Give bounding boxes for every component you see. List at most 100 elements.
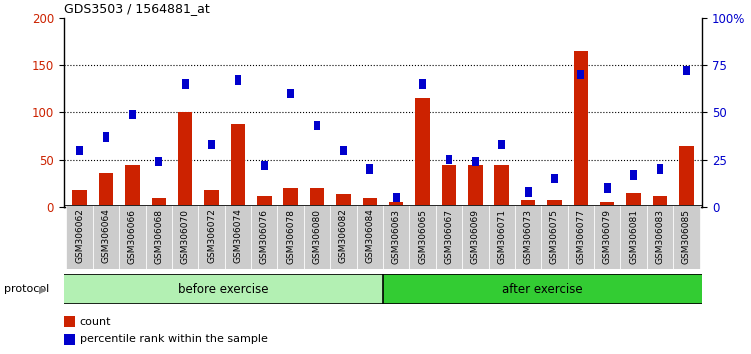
Text: GSM306064: GSM306064 (101, 209, 110, 263)
Bar (472, 157, 479, 166)
Bar (208, 140, 215, 149)
Bar (568, 205, 594, 269)
Bar (314, 121, 321, 130)
Bar (578, 70, 584, 79)
Bar (234, 75, 241, 85)
Bar (155, 157, 162, 166)
Bar (310, 188, 324, 207)
Bar (119, 205, 146, 269)
Text: GSM306067: GSM306067 (445, 209, 454, 263)
Bar (594, 205, 620, 269)
Bar (521, 200, 535, 207)
Bar (198, 205, 225, 269)
Bar (656, 165, 663, 174)
Bar (468, 165, 483, 207)
Bar (125, 165, 140, 207)
Bar (494, 165, 509, 207)
Bar (99, 173, 113, 207)
Bar (630, 170, 637, 179)
Bar (383, 274, 702, 304)
Text: GSM306079: GSM306079 (603, 209, 612, 263)
Bar (357, 205, 383, 269)
Text: GSM306076: GSM306076 (260, 209, 269, 263)
Bar (419, 79, 426, 89)
Bar (683, 66, 689, 75)
Bar (389, 202, 403, 207)
Bar (172, 205, 198, 269)
Bar (336, 194, 351, 207)
Bar (77, 145, 83, 155)
Text: GSM306070: GSM306070 (181, 209, 190, 263)
Bar (257, 196, 272, 207)
Bar (547, 200, 562, 207)
Bar (366, 165, 373, 174)
Text: count: count (80, 316, 111, 327)
Bar (204, 190, 219, 207)
Text: GSM306073: GSM306073 (523, 209, 532, 263)
Bar (551, 174, 558, 183)
Bar (64, 274, 383, 304)
Bar (340, 145, 347, 155)
Bar (261, 161, 268, 170)
Text: GSM306084: GSM306084 (365, 209, 374, 263)
Bar (330, 205, 357, 269)
Bar (152, 198, 166, 207)
Bar (462, 205, 488, 269)
Bar (182, 79, 189, 89)
Bar (626, 193, 641, 207)
Bar (383, 205, 409, 269)
Text: GSM306077: GSM306077 (576, 209, 585, 263)
Bar (363, 198, 377, 207)
Bar (515, 205, 541, 269)
Bar (415, 98, 430, 207)
Text: GSM306068: GSM306068 (154, 209, 163, 263)
Text: GSM306078: GSM306078 (286, 209, 295, 263)
Bar (574, 51, 588, 207)
Bar (600, 202, 614, 207)
Bar (225, 205, 251, 269)
Bar (442, 165, 456, 207)
Bar (436, 205, 462, 269)
Text: GSM306066: GSM306066 (128, 209, 137, 263)
Bar (304, 205, 330, 269)
Bar (64, 316, 75, 327)
Bar (288, 89, 294, 98)
Bar (604, 183, 611, 193)
Bar (673, 205, 699, 269)
Bar (498, 140, 505, 149)
Bar (488, 205, 515, 269)
Text: GSM306082: GSM306082 (339, 209, 348, 263)
Bar (64, 334, 75, 345)
Text: GSM306085: GSM306085 (682, 209, 691, 263)
Bar (620, 205, 647, 269)
Bar (231, 124, 245, 207)
Bar (647, 205, 673, 269)
Text: GSM306063: GSM306063 (392, 209, 401, 263)
Text: GSM306074: GSM306074 (234, 209, 243, 263)
Bar (72, 190, 87, 207)
Text: before exercise: before exercise (178, 283, 269, 296)
Bar (278, 205, 304, 269)
Bar (653, 196, 667, 207)
Text: GSM306083: GSM306083 (656, 209, 665, 263)
Bar (93, 205, 119, 269)
Bar (393, 193, 400, 202)
Bar (129, 109, 136, 119)
Text: after exercise: after exercise (502, 283, 583, 296)
Text: GSM306071: GSM306071 (497, 209, 506, 263)
Bar (409, 205, 436, 269)
Bar (67, 205, 93, 269)
Text: GDS3503 / 1564881_at: GDS3503 / 1564881_at (64, 2, 210, 15)
Text: percentile rank within the sample: percentile rank within the sample (80, 334, 267, 344)
Text: GSM306080: GSM306080 (312, 209, 321, 263)
Text: GSM306065: GSM306065 (418, 209, 427, 263)
Text: ▶: ▶ (39, 284, 47, 295)
Bar (679, 145, 694, 207)
Text: GSM306069: GSM306069 (471, 209, 480, 263)
Bar (178, 113, 192, 207)
Text: GSM306072: GSM306072 (207, 209, 216, 263)
Text: GSM306062: GSM306062 (75, 209, 84, 263)
Bar (103, 132, 110, 142)
Bar (525, 187, 532, 197)
Bar (283, 188, 298, 207)
